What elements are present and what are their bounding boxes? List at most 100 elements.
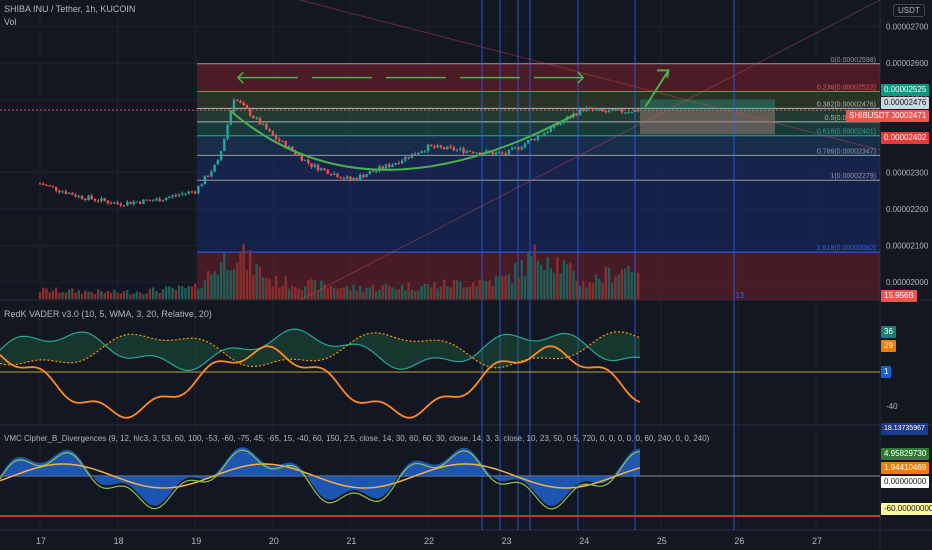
volume-bar xyxy=(530,256,533,299)
volume-bar xyxy=(106,290,110,299)
vader-indicator-plot xyxy=(0,328,880,419)
volume-bar xyxy=(168,286,171,299)
volume-bar xyxy=(268,278,271,299)
volume-bar xyxy=(219,262,223,299)
price-axis-tick: 0.00002200 xyxy=(886,205,929,214)
volume-bar xyxy=(358,285,362,299)
volume-bar xyxy=(87,291,90,299)
volume-bar xyxy=(320,280,323,299)
volume-bar xyxy=(620,269,624,299)
volume-bar xyxy=(630,272,633,299)
candle-body xyxy=(598,108,601,110)
candle-body xyxy=(281,141,284,143)
volume-bar xyxy=(569,262,572,299)
candle-body xyxy=(236,99,239,101)
candle-body xyxy=(168,196,171,198)
candle-body xyxy=(543,132,546,136)
volume-bar xyxy=(514,263,517,299)
cipher-tag-5: -60.00000000 xyxy=(881,503,932,515)
volume-bar xyxy=(155,291,158,299)
candle-body xyxy=(216,160,220,165)
fib-zone xyxy=(197,135,880,156)
candle-body xyxy=(58,190,61,192)
candle-body xyxy=(594,109,598,111)
volume-bar xyxy=(151,287,155,299)
volume-bar xyxy=(177,285,181,299)
volume-bar xyxy=(200,288,203,299)
candle-body xyxy=(84,198,87,200)
candle-body xyxy=(106,200,110,204)
candle-body xyxy=(194,191,197,194)
price-tag-lower: 0.00002402 xyxy=(881,132,930,144)
price-tag-upper: 0.00002525 xyxy=(881,84,930,96)
volume-bar xyxy=(226,270,229,299)
volume-bar xyxy=(64,292,68,299)
volume-bar xyxy=(375,291,378,299)
volume-bar xyxy=(93,293,97,299)
volume-bar xyxy=(527,253,530,299)
volume-bar xyxy=(404,290,407,299)
candle-body xyxy=(407,156,410,159)
volume-bar xyxy=(291,285,294,299)
candle-body xyxy=(336,173,339,178)
volume-bar xyxy=(284,276,287,299)
fib-label: 0.786(0.00002347) xyxy=(817,148,876,155)
volume-bar xyxy=(122,290,126,299)
volume-bar xyxy=(559,273,562,299)
cipher-tag-3: 1.94410469 xyxy=(881,462,930,474)
volume-bar xyxy=(42,287,45,299)
candle-body xyxy=(549,127,553,132)
volume-bar xyxy=(413,291,417,299)
volume-bar xyxy=(74,292,77,299)
candle-body xyxy=(119,203,123,206)
candle-body xyxy=(371,171,375,173)
volume-bar xyxy=(116,292,119,299)
candle-body xyxy=(129,201,132,205)
candle-body xyxy=(148,200,152,202)
volume-bar xyxy=(132,293,135,299)
volume-bar xyxy=(77,290,80,299)
cipher-wave-fill xyxy=(0,447,640,506)
volume-bar xyxy=(388,286,391,299)
candle-body xyxy=(171,195,174,197)
fib-zone xyxy=(197,121,880,136)
candle-body xyxy=(378,166,381,171)
cipher-title: VMC Cipher_B_Divergences (9, 12, hlc3, 3… xyxy=(4,434,710,443)
volume-bar xyxy=(142,294,145,299)
candle-body xyxy=(174,195,177,197)
volume-bar xyxy=(575,280,578,299)
candle-body xyxy=(375,170,378,172)
volume-bar xyxy=(617,274,620,299)
candle-body xyxy=(452,147,456,151)
fib-label: 0(0.00002598) xyxy=(830,57,876,64)
volume-bar xyxy=(436,288,439,299)
trend-line xyxy=(299,0,881,301)
volume-bar xyxy=(294,286,297,299)
candle-body xyxy=(139,201,142,204)
volume-bar xyxy=(287,288,291,299)
arrow-head-left xyxy=(236,71,244,84)
candle-body xyxy=(459,148,462,150)
volume-bar xyxy=(426,284,430,299)
candle-body xyxy=(255,117,258,119)
candle-body xyxy=(242,102,245,106)
volume-bar xyxy=(242,243,245,299)
candle-body xyxy=(614,109,617,111)
candle-body xyxy=(633,109,637,113)
volume-bar xyxy=(71,288,74,299)
candle-body xyxy=(413,153,417,155)
volume-bar xyxy=(333,288,336,299)
volume-bar xyxy=(420,286,423,299)
candle-body xyxy=(297,154,300,156)
volume-bar xyxy=(297,288,300,299)
candle-body xyxy=(617,109,620,111)
candle-body xyxy=(245,105,249,109)
volume-bar xyxy=(164,286,168,299)
price-axis-tick: 0.00002600 xyxy=(886,59,929,68)
candle-body xyxy=(48,185,51,187)
currency-button[interactable]: USDT xyxy=(893,4,925,17)
vader-line-orange xyxy=(0,331,641,369)
volume-tag: 15.956B xyxy=(881,290,917,302)
candle-body xyxy=(64,191,68,194)
